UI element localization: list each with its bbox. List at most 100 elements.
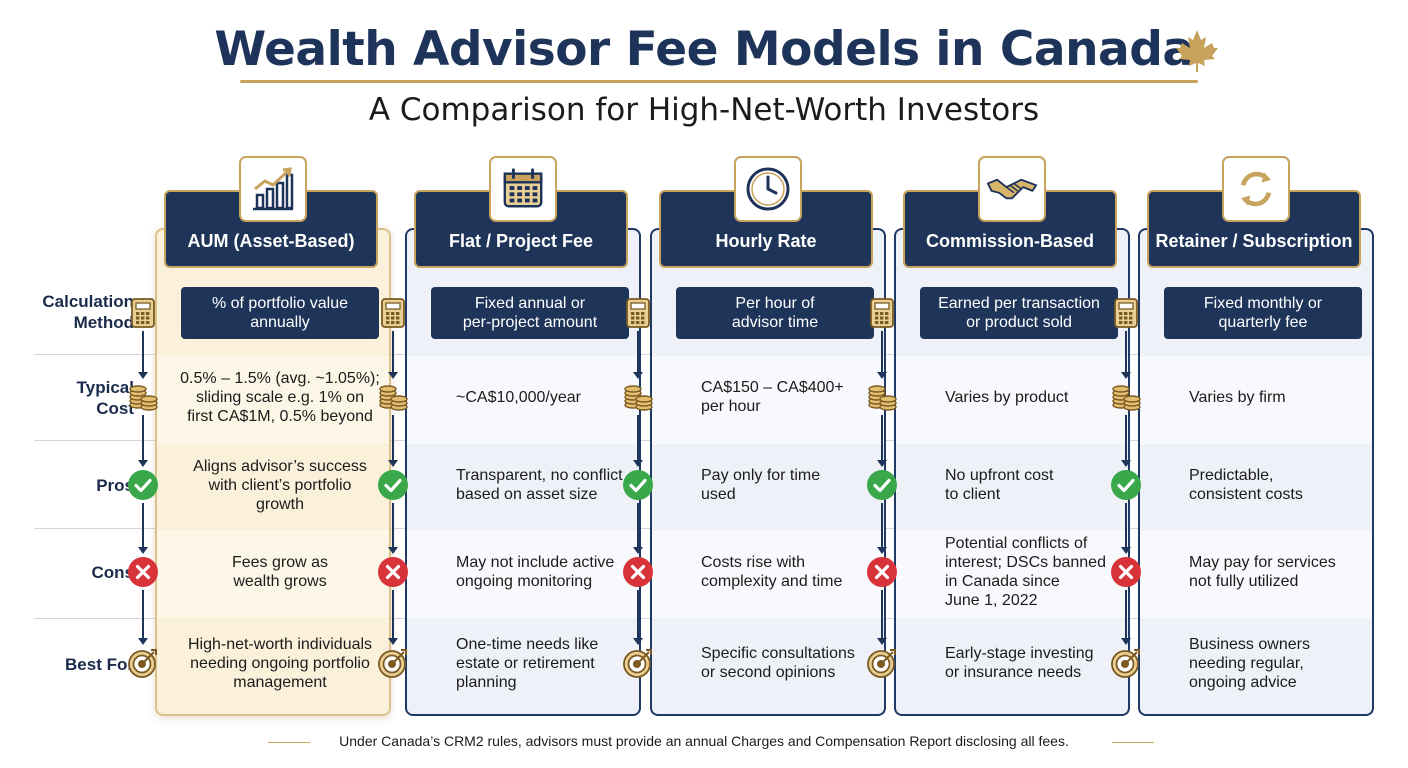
calculation-method-box: Per hour of advisor time: [676, 287, 874, 339]
target-icon: [127, 647, 159, 679]
footer-rule-right: [1112, 742, 1154, 743]
text-line: Varies by product: [945, 388, 1069, 406]
text-line: first CA$1M, 0.5% beyond: [187, 407, 373, 425]
text-line: per hour: [701, 398, 761, 415]
cost-text: Varies by product: [945, 388, 1127, 407]
best-for-text: Business owners needing regular, ongoing a…: [1189, 635, 1371, 692]
page-subtitle: A Comparison for High-Net-Worth Investor…: [368, 92, 1040, 128]
coin-stack-icon: [866, 381, 898, 413]
row-band: [1140, 356, 1372, 444]
row-band: [407, 530, 639, 618]
text-line: with client’s portfolio: [208, 476, 352, 494]
text-line: or product sold: [966, 314, 1072, 331]
best-for-text: High-net-worth individuals needing ongoin…: [177, 635, 383, 692]
flow-line: [1125, 415, 1127, 461]
text-line: based on asset size: [456, 486, 598, 503]
x-circle-icon: [622, 556, 654, 588]
flow-arrow: [388, 638, 398, 645]
text-line: Fees grow as: [231, 554, 329, 571]
flow-line: [142, 331, 144, 373]
flow-line: [637, 331, 639, 373]
flow-line: [1125, 331, 1127, 373]
row-label: Pros: [96, 476, 134, 495]
flow-arrow: [1121, 460, 1131, 467]
pros-text: No upfront cost to client: [945, 466, 1127, 504]
coin-stack-icon: [622, 381, 654, 413]
calculation-text: Fixed monthly or quarterly fee: [1204, 294, 1322, 332]
text-line: consistent costs: [1189, 486, 1303, 503]
flow-line: [637, 590, 639, 639]
text-line: Varies by firm: [1189, 388, 1286, 406]
text-line: June 1, 2022: [945, 592, 1038, 609]
flow-line: [637, 503, 639, 548]
text-line: 0.5% – 1.5% (avg. ~1.05%);: [180, 369, 380, 387]
calculation-method-box: Fixed monthly or quarterly fee: [1164, 287, 1362, 339]
flow-line: [142, 503, 144, 548]
flow-arrow: [388, 372, 398, 379]
clock-icon: [734, 156, 802, 222]
text-line: Early-stage investing: [945, 645, 1094, 662]
flow-line: [881, 503, 883, 548]
calculation-method-box: Earned per transaction or product sold: [920, 287, 1118, 339]
text-line: estate or retirement: [456, 654, 595, 672]
text-line: interest; DSCs banned: [945, 554, 1106, 571]
x-circle-icon: [127, 556, 159, 588]
cost-text: Varies by firm: [1189, 388, 1371, 407]
text-line: Costs rise with: [701, 554, 806, 571]
text-line: not fully utilized: [1189, 573, 1299, 590]
flow-arrow: [388, 460, 398, 467]
text-line: annually: [250, 314, 310, 331]
footer-rule-left: [268, 742, 310, 743]
text-line: ~CA$10,000/year: [456, 388, 581, 406]
x-circle-icon: [866, 556, 898, 588]
check-circle-icon: [1110, 469, 1142, 501]
flow-line: [637, 415, 639, 461]
flow-arrow: [138, 547, 148, 554]
fee-model-header: Commission-Based: [903, 190, 1117, 268]
flow-arrow: [388, 547, 398, 554]
calculation-text: Fixed annual or per-project amount: [463, 294, 597, 332]
flow-arrow: [877, 372, 887, 379]
best-for-text: Early-stage investing or insurance needs: [945, 644, 1127, 682]
row-label: Typical: [76, 378, 134, 397]
row-label: Best For: [65, 655, 134, 674]
calculator-icon: [622, 297, 654, 329]
row-band: [407, 356, 639, 444]
text-line: Specific consultations: [701, 645, 855, 662]
flow-arrow: [877, 547, 887, 554]
check-circle-icon: [866, 469, 898, 501]
row-band: [896, 530, 1128, 618]
text-line: or insurance needs: [945, 664, 1082, 681]
text-line: needing regular,: [1189, 654, 1304, 672]
text-line: management: [233, 673, 327, 691]
calculator-icon: [1110, 297, 1142, 329]
calculation-text: Earned per transaction or product sold: [938, 294, 1100, 332]
row-band: [652, 530, 884, 618]
text-line: Earned per transaction: [938, 295, 1100, 312]
text-line: or second opinions: [701, 664, 836, 681]
fee-model-name: Commission-Based: [925, 231, 1095, 251]
cons-text: Costs rise with complexity and time: [701, 553, 883, 591]
text-line: ongoing advice: [1189, 673, 1297, 691]
cost-text: CA$150 – CA$400+ per hour: [701, 378, 883, 416]
fee-model-header: Retainer / Subscription: [1147, 190, 1361, 268]
row-label: Cons: [91, 563, 135, 582]
text-line: Per hour of: [735, 295, 815, 312]
coin-stack-icon: [127, 381, 159, 413]
coin-stack-icon: [1110, 381, 1142, 413]
row-band: [157, 530, 389, 618]
x-circle-icon: [377, 556, 409, 588]
page-title: Wealth Advisor Fee Models in Canada: [214, 22, 1194, 77]
flow-line: [392, 415, 394, 461]
text-line: High-net-worth individuals: [187, 635, 373, 653]
row-band: [1140, 530, 1372, 618]
target-icon: [1110, 647, 1142, 679]
flow-line: [1125, 503, 1127, 548]
text-line: growth: [255, 495, 305, 513]
flow-arrow: [633, 638, 643, 645]
flow-line: [142, 415, 144, 461]
fee-model-name: Retainer / Subscription: [1155, 231, 1353, 251]
footer-note: Under Canada’s CRM2 rules, advisors must…: [339, 733, 1069, 749]
text-line: Transparent, no conflict: [456, 467, 623, 484]
growth-chart-icon: [239, 156, 307, 222]
